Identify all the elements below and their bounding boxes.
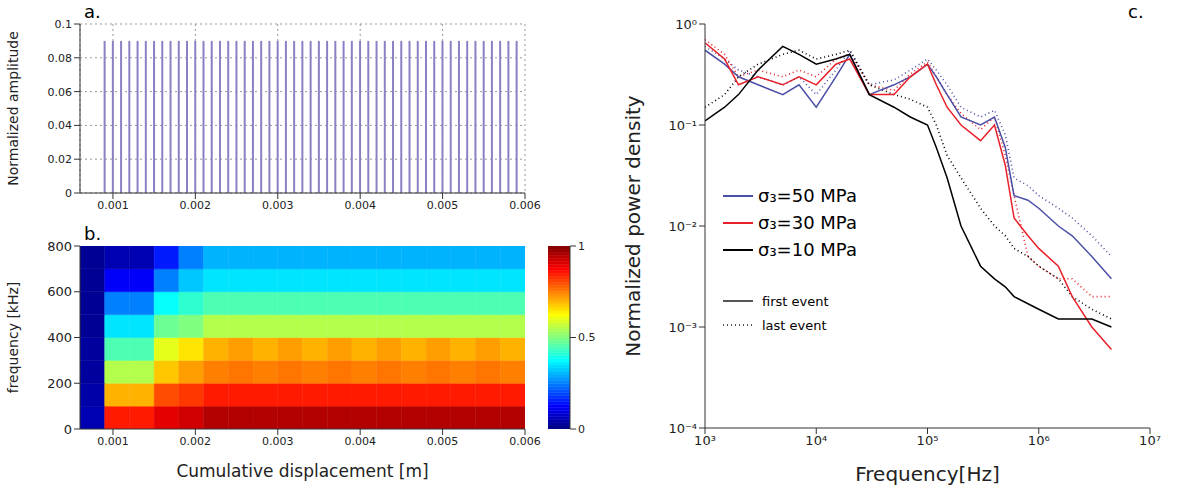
svg-text:10⁻¹: 10⁻¹ [668, 118, 697, 133]
svg-text:10⁰: 10⁰ [675, 17, 697, 32]
svg-text:0.006: 0.006 [509, 435, 541, 448]
svg-text:Frequency[Hz]: Frequency[Hz] [855, 462, 999, 486]
svg-text:0.1: 0.1 [55, 18, 73, 31]
svg-text:0.002: 0.002 [180, 199, 212, 212]
html-text:last event: last event [762, 317, 827, 333]
html-text:first event: first event [762, 293, 829, 309]
svg-text:600: 600 [47, 284, 72, 299]
svg-text:200: 200 [47, 376, 72, 391]
svg-text:0.003: 0.003 [262, 435, 294, 448]
svg-text:0.04: 0.04 [48, 119, 73, 132]
svg-text:10⁵: 10⁵ [917, 433, 939, 448]
svg-text:frequency [kHz]: frequency [kHz] [5, 282, 21, 394]
html-text:a.: a. [84, 1, 101, 22]
svg-text:0.001: 0.001 [97, 435, 129, 448]
svg-text:0.004: 0.004 [344, 199, 376, 212]
html-text:σ₃=50 MPa: σ₃=50 MPa [758, 185, 857, 206]
svg-text:10⁻⁴: 10⁻⁴ [668, 421, 697, 436]
svg-text:0.006: 0.006 [509, 199, 541, 212]
svg-text:800: 800 [47, 239, 72, 254]
svg-text:10⁷: 10⁷ [1139, 433, 1161, 448]
svg-text:Normalized amplitude: Normalized amplitude [5, 31, 21, 186]
svg-text:0.08: 0.08 [48, 52, 73, 65]
svg-text:0.5: 0.5 [578, 331, 596, 344]
svg-text:1: 1 [578, 240, 585, 253]
svg-text:400: 400 [47, 330, 72, 345]
svg-text:10³: 10³ [694, 433, 716, 448]
svg-text:0: 0 [65, 187, 72, 200]
html-text:σ₃=30 MPa: σ₃=30 MPa [758, 212, 857, 233]
svg-text:0.02: 0.02 [48, 153, 73, 166]
html-text:σ₃=10 MPa: σ₃=10 MPa [758, 239, 857, 260]
svg-text:10⁴: 10⁴ [805, 433, 827, 448]
html-text:c.: c. [1128, 1, 1144, 22]
svg-text:0.005: 0.005 [427, 435, 459, 448]
svg-text:0.003: 0.003 [262, 199, 294, 212]
svg-text:Cumulative displacement [m]: Cumulative displacement [m] [176, 461, 428, 481]
svg-text:0.001: 0.001 [97, 199, 129, 212]
svg-text:0: 0 [64, 422, 72, 437]
svg-text:Normalized power density: Normalized power density [621, 95, 645, 356]
svg-text:0.005: 0.005 [427, 199, 459, 212]
svg-text:10⁻³: 10⁻³ [668, 320, 697, 335]
svg-text:0.004: 0.004 [344, 435, 376, 448]
svg-text:0: 0 [578, 423, 585, 436]
svg-text:10⁶: 10⁶ [1028, 433, 1050, 448]
svg-text:10⁻²: 10⁻² [668, 219, 697, 234]
svg-text:0.002: 0.002 [180, 435, 212, 448]
svg-text:0.06: 0.06 [48, 86, 73, 99]
html-text:b.: b. [84, 223, 102, 244]
